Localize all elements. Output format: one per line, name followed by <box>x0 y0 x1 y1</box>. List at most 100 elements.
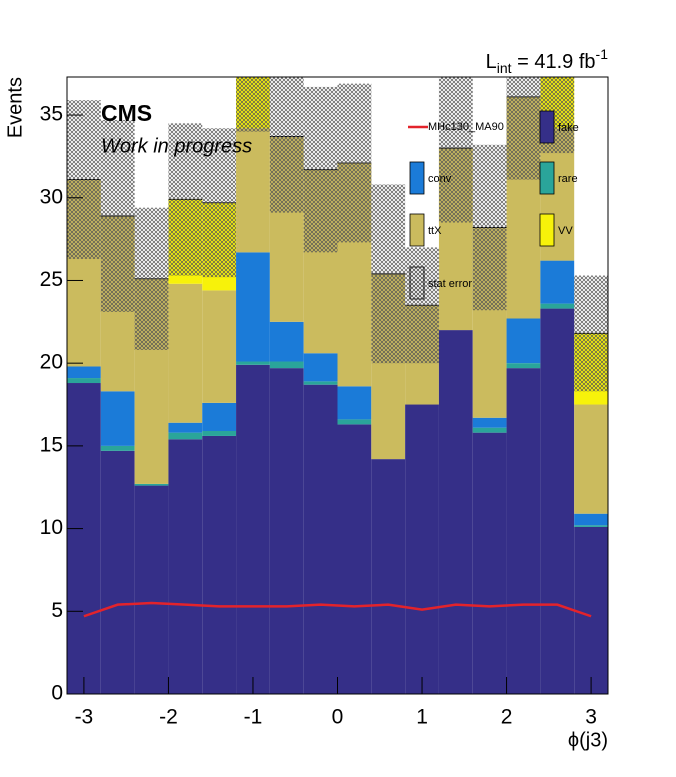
x-axis-label: ϕ(j3) <box>568 729 608 751</box>
bar-segment <box>168 422 203 433</box>
stat-error-band <box>67 100 101 259</box>
bar-segment <box>371 459 406 694</box>
bar-segment <box>202 290 237 403</box>
lumi-text: = 41.9 fb <box>512 51 596 73</box>
stat-error-band <box>472 144 507 311</box>
x-tick-label: -1 <box>244 706 263 729</box>
bar-segment <box>202 435 237 694</box>
bar-segment <box>506 318 541 364</box>
bar-segment <box>574 526 608 694</box>
bar-segment <box>574 404 608 514</box>
bar-segment <box>574 513 608 526</box>
bar-segment <box>303 384 338 694</box>
y-tick-label: 30 <box>40 185 63 208</box>
bar-segment <box>472 417 507 428</box>
bar-segment <box>67 378 101 384</box>
bar-segment <box>540 303 575 309</box>
bar-segment <box>100 450 135 694</box>
x-tick-label: 2 <box>501 706 513 729</box>
bar-segment <box>472 432 507 694</box>
bar-segment <box>506 363 541 369</box>
x-tick-label: -3 <box>75 706 94 729</box>
lumi-label: Lint = 41.9 fb-1 <box>486 46 609 76</box>
lumi-sup: -1 <box>596 46 609 62</box>
y-tick-label: 15 <box>40 433 63 456</box>
bar-segment <box>202 430 237 436</box>
legend-label: ttX <box>428 225 442 237</box>
bar-segment <box>540 260 575 304</box>
stat-error-band <box>303 86 338 253</box>
bar-segment <box>574 525 608 527</box>
y-tick-label: 25 <box>40 268 63 291</box>
stat-error-band <box>506 77 541 180</box>
bar-segment <box>506 368 541 694</box>
bar-segment <box>337 424 372 694</box>
legend-label: rare <box>558 173 578 185</box>
x-tick-label: 1 <box>416 706 428 729</box>
stat-error-band <box>134 207 169 350</box>
stat-error-band <box>269 77 304 213</box>
signal-line <box>83 601 592 618</box>
bar-segment <box>134 485 169 694</box>
y-axis-label: Events <box>4 77 26 138</box>
lumi-text: L <box>486 51 497 73</box>
legend-swatch <box>539 213 555 247</box>
legend-swatch <box>409 266 425 300</box>
bar-segment <box>236 361 270 365</box>
legend-label: stat error <box>428 278 472 290</box>
stat-error-band <box>202 128 237 278</box>
bar-segment <box>438 330 473 694</box>
bar-segment <box>337 386 372 420</box>
x-tick-label: 0 <box>332 706 344 729</box>
stat-error-band <box>236 77 270 132</box>
lumi-sub: int <box>497 60 512 76</box>
bar-segment <box>100 391 135 446</box>
stat-error-band <box>371 184 406 364</box>
bar-segment <box>202 402 237 431</box>
stat-error-band <box>100 120 135 312</box>
bar-segment <box>269 368 304 694</box>
stat-error-band <box>168 123 203 276</box>
stat-error-band <box>574 275 608 392</box>
bar-segment <box>472 427 507 433</box>
bar-segment <box>236 128 270 253</box>
x-tick-label: 3 <box>585 706 597 729</box>
bar-segment <box>269 321 304 362</box>
status-label: Work in progress <box>101 135 252 157</box>
legend-label: fake <box>558 122 579 134</box>
bar-segment <box>134 483 169 486</box>
cms-label: CMS <box>101 100 152 126</box>
legend-label: VV <box>558 225 573 237</box>
legend-label: conv <box>428 173 452 185</box>
y-tick-label: 20 <box>40 351 63 374</box>
bar-segment <box>303 381 338 385</box>
stat-error-band <box>337 83 372 243</box>
bar-segment <box>67 383 101 694</box>
bar-segment <box>269 361 304 369</box>
bar-segment <box>67 366 101 379</box>
legend-swatch <box>539 110 555 144</box>
bar-segment <box>168 439 203 694</box>
bar-segment <box>405 404 439 694</box>
stat-error-band <box>405 247 439 364</box>
y-tick-label: 10 <box>40 516 63 539</box>
bar-segment <box>168 432 203 440</box>
bar-segment <box>540 308 575 694</box>
bar-segment <box>100 445 135 451</box>
legend-swatch <box>409 161 425 195</box>
plot-area <box>67 77 608 694</box>
bar-segment <box>168 283 203 423</box>
legend-swatch <box>539 161 555 195</box>
bar-segment <box>337 419 372 425</box>
legend-swatch <box>409 213 425 247</box>
y-tick-label: 0 <box>51 682 63 705</box>
y-tick-label: 5 <box>51 599 63 622</box>
x-tick-label: -2 <box>159 706 178 729</box>
stat-error-band <box>438 77 473 223</box>
bar-segment <box>303 353 338 382</box>
bar-segment <box>236 252 270 362</box>
legend-label: MHc130_MA90 <box>428 121 504 133</box>
y-tick-label: 35 <box>40 103 63 126</box>
